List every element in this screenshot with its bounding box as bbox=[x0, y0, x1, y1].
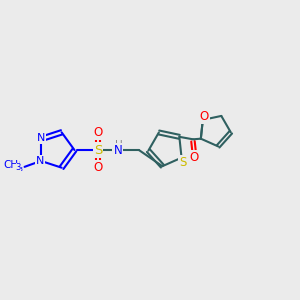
Text: H: H bbox=[115, 140, 123, 150]
Text: ₃: ₃ bbox=[18, 163, 22, 173]
Text: CH: CH bbox=[3, 160, 19, 170]
Text: N: N bbox=[37, 133, 45, 143]
Text: CH: CH bbox=[6, 160, 21, 171]
Text: O: O bbox=[93, 161, 103, 174]
Text: O: O bbox=[200, 110, 209, 123]
Text: S: S bbox=[94, 143, 102, 157]
Text: S: S bbox=[179, 156, 187, 169]
Text: N: N bbox=[113, 143, 122, 157]
Text: N: N bbox=[35, 156, 44, 166]
Text: 3: 3 bbox=[16, 163, 21, 172]
Text: O: O bbox=[190, 152, 199, 164]
Text: O: O bbox=[93, 126, 103, 139]
